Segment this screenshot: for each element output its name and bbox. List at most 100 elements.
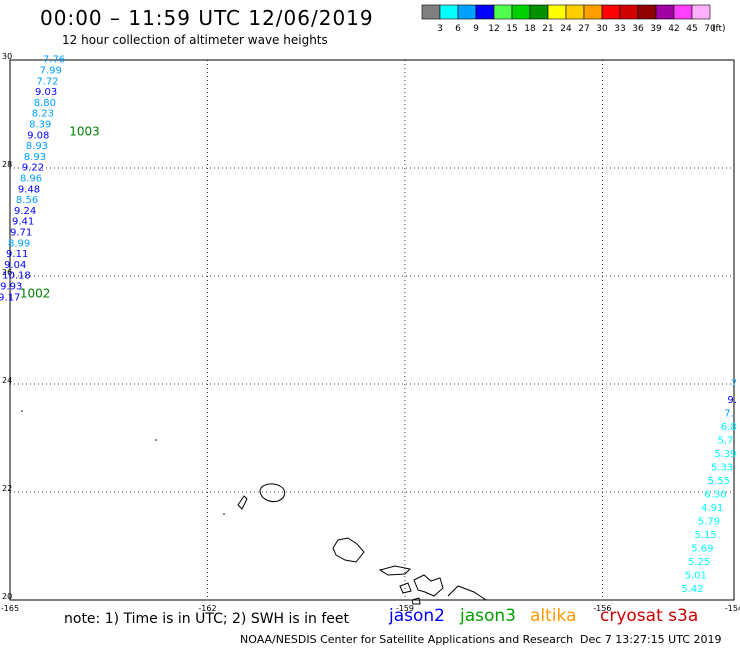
legend-label-21: 21: [542, 24, 553, 34]
wave-height-label: 8.93: [24, 152, 46, 163]
wave-height-label: 5.25: [688, 557, 710, 568]
lon-tick-label: -156: [593, 604, 611, 613]
legend-swatch-9: [457, 4, 477, 20]
wave-height-label: 7.76: [43, 55, 65, 66]
legend-swatch-36: [619, 4, 639, 20]
wave-height-label: 9.17: [0, 292, 20, 303]
legend-label-45: 45: [686, 24, 697, 34]
lon-tick-label: -154: [725, 604, 740, 613]
satellite-jason2: jason2: [389, 606, 445, 626]
satellite-altika: altika: [530, 606, 577, 626]
lat-tick-label: 30: [2, 52, 12, 61]
niihau-island: [237, 495, 248, 510]
color-legend: 3 6 9 12 15 18 21 24 27 30 33 36 39 42 45 70(ft): [421, 4, 726, 34]
note-text: note: 1) Time is in UTC; 2) SWH is in fe…: [64, 611, 350, 627]
wave-height-label: 9.48: [18, 184, 40, 195]
legend-label-15: 15: [506, 24, 517, 34]
legend-swatch-12: [475, 4, 495, 20]
wave-height-label: 5.69: [691, 543, 713, 554]
wave-height-label: 9.71: [10, 228, 32, 239]
wave-height-label: 5.01: [685, 570, 707, 581]
legend-swatch-42: [655, 4, 675, 20]
wave-height-label: 5.39: [714, 449, 736, 460]
wave-height-label: 8.96: [20, 174, 42, 185]
west-track: 7.767.997.729.038.808.238.399.088.938.93…: [0, 55, 65, 304]
legend-swatch-39: [637, 4, 657, 20]
wave-height-label: 8.56: [16, 195, 38, 206]
wave-height-label: 8.93: [26, 141, 48, 152]
credit-text: NOAA/NESDIS Center for Satellite Applica…: [240, 633, 574, 646]
wave-height-label: 9.24: [14, 206, 36, 217]
wave-height-label: 10.18: [2, 271, 31, 282]
buoy-label-1002: 1002: [20, 287, 51, 301]
wave-height-label: 9.04: [4, 260, 26, 271]
molokai-island: [378, 565, 412, 576]
wave-height-label: 5.33: [711, 462, 733, 473]
legend-label-42: 42: [668, 24, 679, 34]
kauai-island: [259, 483, 286, 502]
wave-height-label: 9.93: [0, 282, 22, 293]
wave-height-label: 6.30: [704, 489, 726, 500]
lon-tick-label: -165: [1, 604, 19, 613]
legend-swatch-45: [673, 4, 693, 20]
wave-height-label: 9.41: [12, 217, 34, 228]
page-subtitle: 12 hour collection of altimeter wave hei…: [62, 33, 328, 47]
legend-label-70: 70: [704, 24, 716, 34]
lat-tick-label: 22: [2, 484, 12, 493]
oahu-island: [332, 537, 365, 563]
legend-swatch-6: [439, 4, 459, 20]
lat-tick-label: 24: [2, 376, 12, 385]
buoy-labels: 1003 1002: [20, 125, 100, 301]
legend-swatch-3: [421, 4, 441, 20]
wave-height-label: 5.79: [698, 516, 720, 527]
legend-label-3: 3: [437, 24, 443, 34]
maui-island: [413, 574, 444, 597]
page-title: 00:00 – 11:59 UTC 12/06/2019: [40, 6, 374, 30]
satellite-jason3: jason3: [460, 606, 516, 626]
legend-label-27: 27: [578, 24, 589, 34]
satellite-cryosat-s3a: cryosat s3a: [600, 606, 699, 626]
wave-height-label: 9.11: [6, 249, 28, 260]
big-island: [447, 585, 487, 601]
legend-swatch-18: [511, 4, 531, 20]
legend-label-24: 24: [560, 24, 572, 34]
wave-height-label: 7.: [724, 408, 734, 419]
legend-swatch-21: [529, 4, 549, 20]
hawaii-coastline: [21, 410, 487, 605]
legend-swatch-33: [601, 4, 621, 20]
lat-tick-label: 26: [2, 268, 12, 277]
kahoolawe-island: [411, 597, 421, 605]
legend-label-9: 9: [473, 24, 479, 34]
legend-unit: (ft): [712, 24, 726, 34]
wave-height-label: 8.39: [29, 120, 51, 131]
wave-height-label: 5.7: [718, 435, 734, 446]
buoy-label-1003: 1003: [69, 125, 100, 139]
wave-height-label: 8.80: [34, 98, 56, 109]
legend-label-12: 12: [488, 24, 499, 34]
lat-tick-label: 20: [2, 592, 12, 601]
legend-label-36: 36: [632, 24, 644, 34]
legend-swatch-15: [493, 4, 513, 20]
lon-tick-label: -159: [396, 604, 414, 613]
wave-height-label: 8.23: [32, 109, 54, 120]
wave-height-label: 9.08: [27, 130, 49, 141]
lanai-island: [399, 582, 412, 594]
wave-height-label: 5.55: [708, 476, 730, 487]
wave-height-label: 5.15: [695, 530, 717, 541]
wave-height-label: 4.91: [701, 503, 723, 514]
legend-swatch-27: [565, 4, 585, 20]
legend-label-6: 6: [455, 24, 461, 34]
wave-height-label: 7.72: [36, 76, 58, 87]
legend-swatch-30: [583, 4, 603, 20]
legend-label-33: 33: [614, 24, 625, 34]
lon-tick-label: -162: [198, 604, 216, 613]
wave-height-label: 7.99: [40, 66, 62, 77]
wave-height-label: 9.: [727, 395, 737, 406]
map-frame: [9, 59, 735, 601]
wave-height-label: 5.42: [681, 584, 703, 595]
east-track: 7 9. 7. 6.8 5.7 5.39 5.33 5.55 6.30 4.91 5.79 5.15 5…: [681, 379, 737, 595]
wave-height-label: 8.99: [8, 238, 30, 249]
legend-swatch-70: [691, 4, 711, 20]
